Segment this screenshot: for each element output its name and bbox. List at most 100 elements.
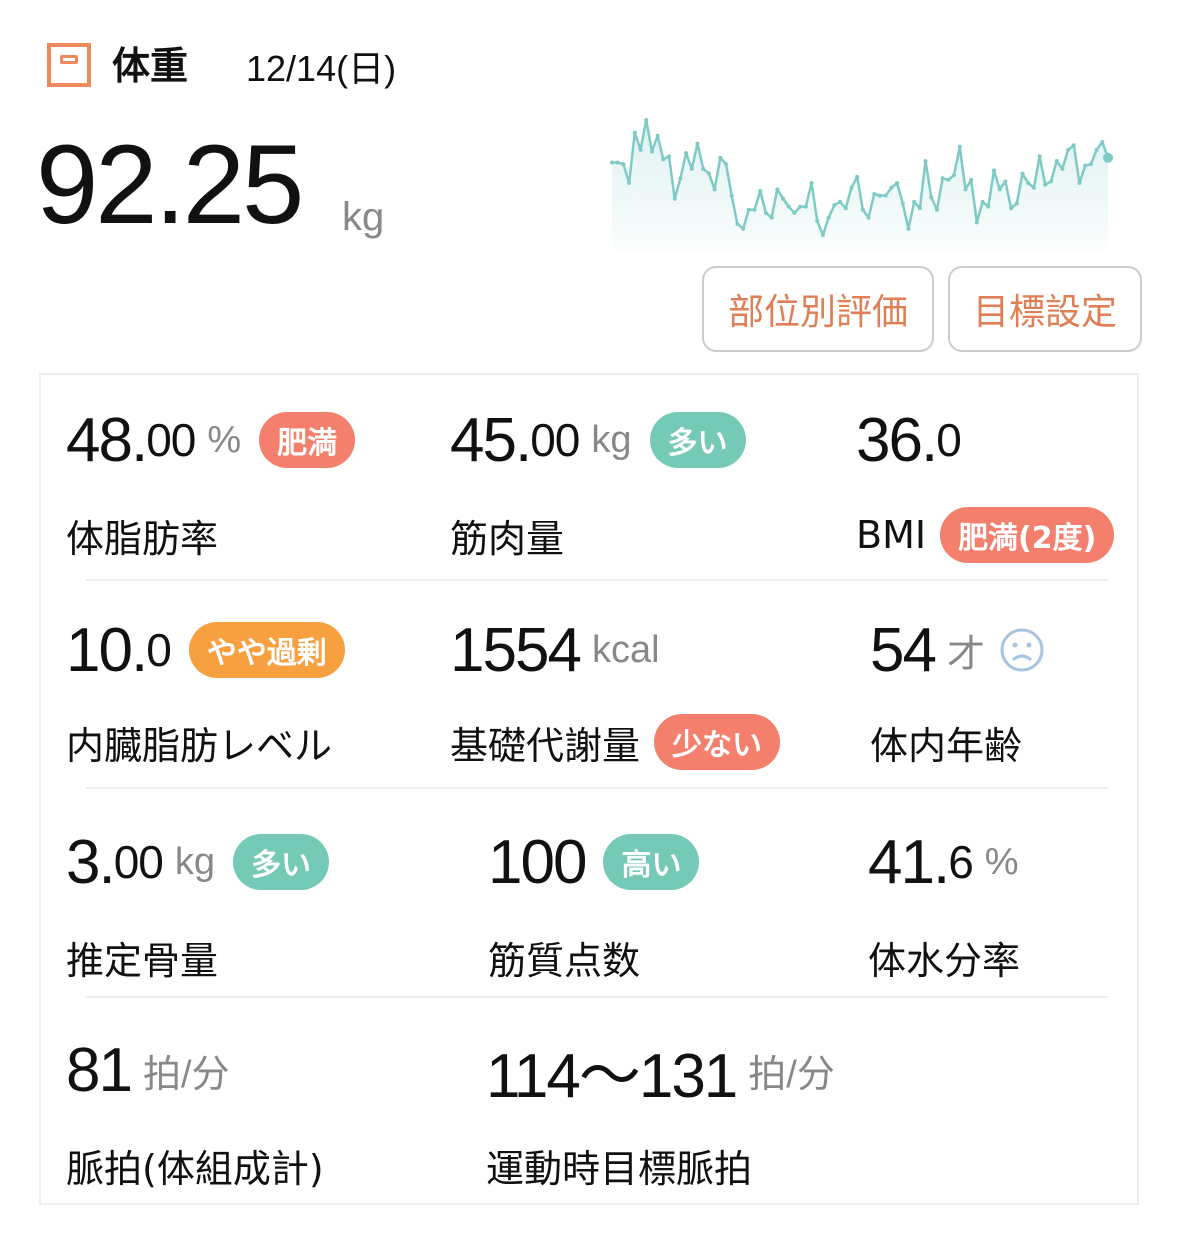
metric-value[interactable]: 1554 kcal: [450, 615, 660, 685]
metric-value[interactable]: 10. 0 やや過剰: [66, 615, 345, 685]
metric-value[interactable]: 100 高い: [488, 827, 700, 897]
sparkline-point: [649, 149, 654, 154]
sparkline-point: [1026, 181, 1031, 186]
sparkline-point: [621, 162, 626, 167]
sparkline-point: [661, 157, 666, 162]
status-badge: 多い: [233, 834, 330, 890]
sparkline-point: [752, 207, 757, 212]
scale-icon: [47, 43, 91, 87]
page-title: 体重: [112, 46, 189, 88]
status-badge: 多い: [649, 412, 746, 468]
sparkline-point: [843, 206, 848, 211]
sparkline-point: [952, 173, 957, 178]
metric-number: 36.: [856, 405, 938, 475]
sparkline-point: [1077, 181, 1082, 186]
metric-number: 45.: [450, 405, 532, 475]
sparkline-point: [684, 151, 689, 156]
sparkline-point: [826, 215, 831, 220]
metric-value[interactable]: 3. 00 kg 多い: [66, 827, 330, 897]
sparkline-point: [1066, 147, 1071, 152]
sparkline-point: [706, 171, 711, 176]
sparkline-point: [632, 130, 637, 135]
sparkline-point: [997, 187, 1002, 192]
sparkline-point: [917, 206, 922, 211]
metric-unit: kg: [174, 840, 216, 883]
sparkline-point: [638, 147, 643, 152]
status-badge: 少ない: [654, 714, 781, 770]
sparkline-point: [912, 199, 917, 204]
sparkline-point: [775, 187, 780, 192]
metric-unit: %: [207, 418, 242, 461]
metric-unit: kg: [591, 418, 632, 461]
sparkline-point: [689, 166, 694, 171]
sparkline-point: [610, 160, 614, 165]
sparkline-point: [1048, 179, 1053, 184]
sparkline-point: [866, 215, 871, 220]
sparkline-point: [746, 207, 751, 212]
metric-value[interactable]: 45. 00 kg 多い: [450, 405, 746, 475]
sparkline-point: [627, 181, 632, 186]
metric-label-text: 体内年齢: [870, 723, 1023, 768]
sparkline-point: [763, 210, 768, 215]
metric-number: 3.: [66, 827, 116, 897]
sparkline-point: [701, 166, 706, 171]
sparkline-point: [1094, 147, 1099, 152]
metric-value[interactable]: 54 才: [870, 615, 1045, 685]
divider: [86, 996, 1108, 998]
weight-unit: kg: [342, 195, 385, 239]
sparkline-point: [855, 174, 860, 179]
sparkline-point: [980, 199, 985, 204]
sparkline-point: [1014, 201, 1019, 206]
status-badge: 肥満: [259, 412, 356, 468]
metric-value[interactable]: 41. 6%: [868, 827, 1019, 897]
sparkline-point: [986, 204, 991, 209]
status-badge: 肥満(2度): [940, 507, 1115, 563]
metric-number: 48.: [66, 405, 148, 475]
metric-decimal: 00: [530, 414, 580, 466]
metric-label: 体内年齢: [870, 712, 1022, 772]
metric-value[interactable]: 81 拍/分: [66, 1035, 230, 1105]
weight-trend-sparkline[interactable]: [610, 110, 1120, 250]
sparkline-point: [1071, 143, 1076, 148]
sparkline-point: [712, 187, 717, 192]
sparkline-point: [615, 160, 620, 165]
sparkline-point: [838, 199, 843, 204]
metric-label-text: BMI: [856, 513, 927, 557]
metric-number: 100: [488, 827, 587, 897]
part-evaluation-button[interactable]: 部位別評価: [702, 266, 934, 352]
metric-decimal: 00: [146, 414, 196, 466]
metric-number: 114〜131: [486, 1042, 738, 1111]
sparkline-point: [667, 154, 672, 159]
metric-label-text: 基礎代謝量: [450, 723, 641, 768]
measurement-date[interactable]: 12/14(日): [246, 48, 397, 89]
divider: [86, 787, 1108, 789]
sparkline-point: [906, 226, 911, 231]
metric-unit: 拍/分: [142, 1053, 230, 1096]
metric-number: 41.: [868, 827, 950, 897]
metric-value[interactable]: 48. 00% 肥満: [66, 405, 356, 475]
metric-number: 10.: [66, 615, 148, 685]
sparkline-point: [991, 168, 996, 173]
metric-value[interactable]: 36. 0: [856, 405, 962, 475]
metric-label-text: 筋質点数: [488, 938, 641, 983]
metric-decimal: 6: [948, 836, 974, 888]
metric-value[interactable]: 114〜131 拍/分: [486, 1035, 835, 1111]
status-badge: 高い: [603, 834, 700, 890]
goal-setting-button[interactable]: 目標設定: [948, 266, 1142, 352]
sparkline-point: [644, 118, 649, 122]
metric-label: 運動時目標脈拍: [486, 1135, 752, 1195]
sparkline-point: [872, 192, 877, 197]
sparkline-point: [758, 188, 763, 193]
metric-label-text: 体水分率: [868, 938, 1021, 983]
sparkline-point: [1083, 163, 1088, 168]
sparkline-point: [769, 215, 774, 220]
sparkline-point: [1031, 185, 1036, 190]
metric-label-text: 内臓脂肪レベル: [66, 723, 333, 768]
sparkline-point: [678, 176, 683, 181]
metric-unit: kcal: [591, 628, 660, 671]
sparkline-point: [923, 158, 928, 163]
status-badge: やや過剰: [188, 622, 345, 678]
sparkline-point: [860, 207, 865, 212]
metric-label-text: 脈拍(体組成計): [66, 1146, 324, 1191]
sparkline-point: [934, 207, 939, 212]
